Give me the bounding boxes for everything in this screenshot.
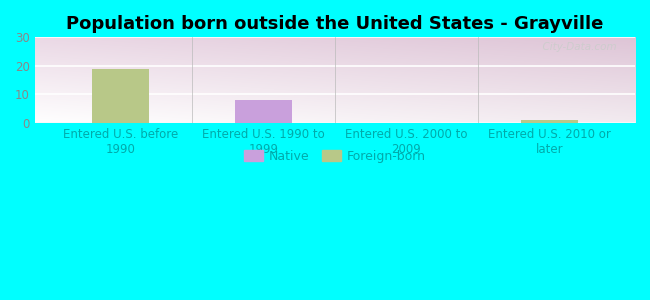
Legend: Native, Foreign-born: Native, Foreign-born <box>239 145 431 168</box>
Bar <box>235 100 292 123</box>
Text: City-Data.com: City-Data.com <box>536 42 617 52</box>
Bar <box>92 69 149 123</box>
Title: Population born outside the United States - Grayville: Population born outside the United State… <box>66 15 604 33</box>
Bar <box>521 120 578 123</box>
